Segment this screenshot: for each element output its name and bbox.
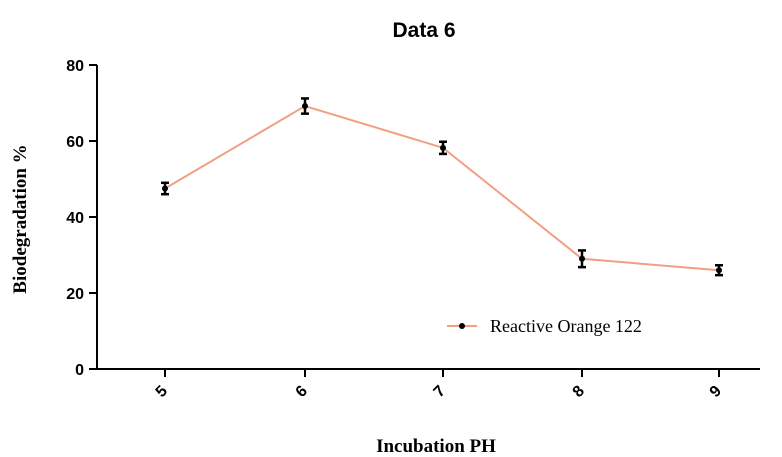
x-tick-label: 7 <box>431 383 449 401</box>
legend-label: Reactive Orange 122 <box>490 316 642 336</box>
y-tick-label: 80 <box>66 58 84 75</box>
data-point <box>302 103 308 110</box>
data-point <box>440 144 446 151</box>
y-tick-label: 0 <box>75 362 84 379</box>
legend-marker <box>459 323 465 329</box>
y-tick-label: 60 <box>66 134 84 151</box>
y-tick-label: 40 <box>66 210 84 227</box>
x-tick-label: 9 <box>707 383 725 401</box>
x-ticks: 5 6 7 8 9 <box>153 369 725 401</box>
plot-area: 0 20 40 60 80 5 6 7 8 9 <box>66 58 760 401</box>
y-ticks: 0 20 40 60 80 <box>66 58 97 379</box>
chart-title: Data 6 <box>392 19 455 42</box>
data-point <box>162 185 168 192</box>
x-tick-label: 6 <box>293 383 311 401</box>
x-axis-label: Incubation PH <box>376 436 496 457</box>
series-line <box>164 104 720 272</box>
y-tick-label: 20 <box>66 286 84 303</box>
data-point <box>716 267 722 274</box>
series-group <box>161 97 723 277</box>
y-axis-label: Biodegradation % <box>10 144 31 293</box>
data-point <box>579 255 585 262</box>
x-tick-label: 5 <box>153 383 171 401</box>
x-tick-label: 8 <box>570 383 588 401</box>
legend: Reactive Orange 122 <box>447 316 642 336</box>
